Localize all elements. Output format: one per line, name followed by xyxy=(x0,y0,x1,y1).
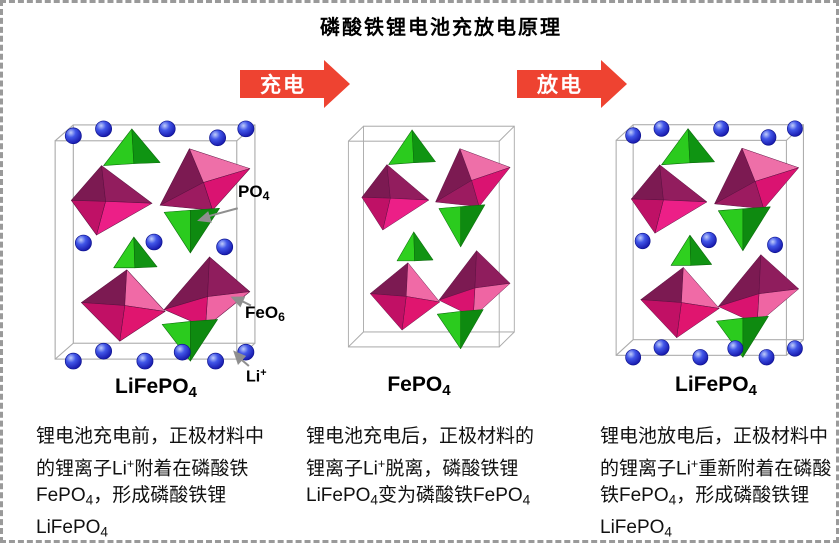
arrow-right-icon xyxy=(240,60,350,108)
charge-arrow-label: 充电 xyxy=(260,74,306,97)
discharge-arrow: 放电 xyxy=(517,60,627,108)
page-title: 磷酸铁锂电池充放电原理 xyxy=(320,17,562,39)
arrow-right-shape xyxy=(517,60,627,108)
caption-before-charge: 锂电池充电前，正极材料中的锂离子Li+附着在磷酸铁FePO4，形成磷酸铁锂LiF… xyxy=(36,426,265,540)
feo6-annotation-label: FeO6 xyxy=(245,303,285,325)
po4-annotation-label: PO4 xyxy=(238,182,270,204)
structure-label-middle: FePO4 xyxy=(387,373,451,399)
arrow-right-icon xyxy=(517,60,627,108)
arrow-right-shape xyxy=(240,60,350,108)
caption-after-discharge: 锂电池放电后，正极材料中的锂离子Li+重新附着在磷酸铁FePO4，形成磷酸铁锂L… xyxy=(600,426,832,540)
charge-arrow: 充电 xyxy=(240,60,350,108)
fepo4-crystal-structure-middle xyxy=(347,125,515,350)
li-ion-annotation-label: Li+ xyxy=(246,367,267,386)
caption-after-charge: 锂电池充电后，正极材料的锂离子Li+脱离，磷酸铁锂LiFePO4变为磷酸铁FeP… xyxy=(306,426,535,508)
structure-label-left: LiFePO4 xyxy=(115,375,197,401)
discharge-arrow-label: 放电 xyxy=(537,74,583,97)
lifepo4-crystal-structure-right xyxy=(615,120,804,366)
lifepo4-crystal-structure-left xyxy=(54,120,256,370)
structure-label-right: LiFePO4 xyxy=(675,373,757,399)
